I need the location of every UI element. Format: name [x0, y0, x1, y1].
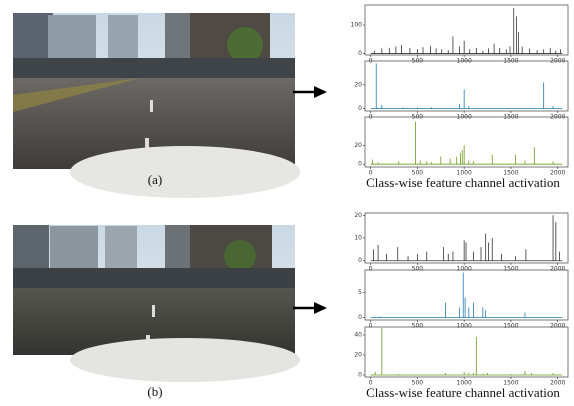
y-tick-label: 20 — [354, 212, 362, 219]
caption: Class-wise feature channel activation — [366, 385, 560, 400]
y-tick-label: 20 — [354, 81, 362, 88]
y-tick-label: 20 — [354, 352, 362, 359]
x-tick-label: 500 — [412, 380, 424, 387]
caption: Class-wise feature channel activation — [366, 175, 560, 190]
chart: 0 20 0 500 1000 1500 2000 — [354, 117, 568, 177]
y-tick-label: 0 — [358, 314, 362, 321]
x-tick-label: 500 — [412, 323, 424, 330]
x-tick-label: 1000 — [457, 170, 472, 177]
plot-frame — [365, 327, 568, 377]
x-tick-label: 2000 — [550, 380, 565, 387]
x-tick-label: 0 — [369, 323, 373, 330]
x-tick-label: 1500 — [503, 380, 518, 387]
plot-frame — [365, 270, 568, 320]
y-tick-label: 10 — [354, 235, 362, 242]
y-tick-label: 20 — [354, 142, 362, 149]
y-tick-label: 0 — [358, 372, 362, 379]
photo-b — [13, 225, 300, 382]
x-tick-label: 500 — [412, 266, 424, 273]
x-tick-label: 1000 — [457, 323, 472, 330]
x-tick-label: 1500 — [503, 170, 518, 177]
x-tick-label: 0 — [369, 266, 373, 273]
chart: 0 10 20 0 500 1000 1500 2000 — [354, 212, 568, 273]
plot-frame — [365, 213, 568, 263]
y-tick-label: 0 — [358, 50, 362, 57]
y-tick-label: 0 — [358, 161, 362, 168]
x-tick-label: 0 — [369, 170, 373, 177]
y-tick-label: 0 — [358, 257, 362, 264]
x-tick-label: 1000 — [457, 266, 472, 273]
y-tick-label: 0 — [358, 105, 362, 112]
y-tick-label: 100 — [351, 22, 363, 29]
chart: 0 20 40 0 500 1000 1500 2000 — [354, 327, 568, 387]
x-tick-label: 1500 — [503, 266, 518, 273]
x-tick-label: 2000 — [550, 266, 565, 273]
x-tick-label: 0 — [369, 380, 373, 387]
photo-a — [13, 13, 300, 198]
panel-label: (a) — [148, 172, 162, 187]
panel-label: (b) — [147, 384, 162, 399]
plot-frame — [365, 61, 568, 111]
plot-frame — [365, 5, 568, 55]
x-tick-label: 500 — [412, 170, 424, 177]
y-tick-label: 40 — [354, 332, 362, 339]
y-tick-label: 5 — [358, 289, 362, 296]
plot-frame — [365, 117, 568, 167]
x-tick-label: 1000 — [457, 380, 472, 387]
x-tick-label: 1500 — [503, 323, 518, 330]
figure: (a) (b) Class-wise feature channel activ… — [0, 0, 574, 406]
chart: 0 5 0 500 1000 1500 2000 — [358, 270, 568, 330]
arrow — [293, 86, 327, 314]
x-tick-label: 2000 — [550, 170, 565, 177]
x-tick-label: 2000 — [550, 323, 565, 330]
